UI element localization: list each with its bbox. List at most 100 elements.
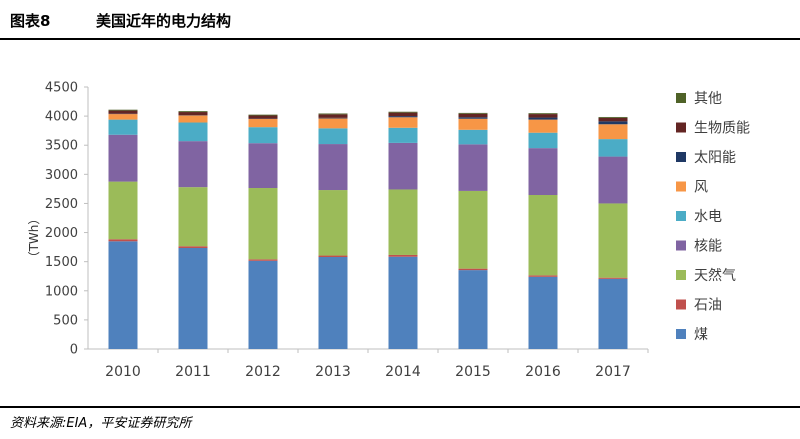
x-tick-label: 2011 — [175, 364, 211, 380]
bar-segment — [248, 188, 278, 260]
legend-swatch — [676, 329, 686, 339]
bar-segment — [318, 114, 348, 118]
bar-segment — [388, 142, 418, 190]
bottom-rule — [0, 406, 800, 408]
bar-segment — [318, 190, 348, 256]
figure-title: 美国近年的电力结构 — [96, 12, 232, 30]
bar-segment — [178, 247, 208, 349]
bar-segment — [528, 132, 558, 149]
bar-segment — [458, 118, 488, 130]
bar-segment — [528, 113, 558, 115]
bar-segment — [528, 148, 558, 196]
legend-swatch — [676, 181, 686, 192]
bar-segment — [458, 144, 488, 191]
bar-segment — [318, 118, 348, 129]
bar-segment — [598, 277, 628, 279]
bar-segment — [388, 112, 418, 117]
bar-segment — [528, 275, 558, 277]
bar-segment — [528, 117, 558, 120]
bar-segment — [178, 112, 208, 116]
bar-segment — [388, 254, 418, 257]
bar-segment — [528, 119, 558, 133]
legend-swatch — [676, 211, 686, 221]
legend-label: 核能 — [694, 239, 722, 255]
bar-segment — [178, 187, 208, 247]
bar-segment — [458, 268, 488, 271]
bar-segment — [458, 112, 488, 114]
bar-segment — [458, 117, 488, 119]
figure-label: 图表8 — [10, 12, 51, 30]
bar-segment — [108, 109, 138, 111]
bar-segment — [248, 259, 278, 261]
bar-segment — [248, 119, 278, 128]
y-tick-label: 3000 — [45, 168, 78, 183]
x-tick-label: 2013 — [315, 364, 351, 380]
bar-segment — [178, 141, 208, 188]
bar-segment — [388, 111, 418, 113]
bar-segment — [388, 127, 418, 143]
bar-segment — [108, 241, 138, 349]
legend-swatch — [676, 270, 686, 280]
bar-segment — [458, 113, 488, 118]
bar-segment — [108, 110, 138, 114]
bar-segment — [178, 111, 208, 113]
bar-segment — [528, 276, 558, 349]
bar-segment — [598, 278, 628, 349]
bar-segment — [598, 117, 628, 122]
bar-segment — [108, 181, 138, 240]
x-tick-label: 2010 — [105, 364, 141, 380]
bar-segment — [318, 144, 348, 191]
bar-segment — [318, 117, 348, 119]
bar-segment — [108, 239, 138, 242]
x-tick-label: 2012 — [245, 364, 281, 380]
bar-segment — [178, 246, 208, 248]
bar-segment — [388, 256, 418, 349]
bar-segment — [528, 195, 558, 276]
bar-segment — [318, 113, 348, 115]
bar-segment — [248, 143, 278, 189]
bars — [108, 109, 628, 349]
bar-segment — [458, 190, 488, 269]
y-tick-label: 1500 — [45, 255, 78, 270]
bar-segment — [178, 115, 208, 123]
x-tick-label: 2017 — [595, 364, 631, 380]
bar-segment — [598, 124, 628, 140]
bar-segment — [458, 270, 488, 349]
y-tick-label: 1000 — [45, 284, 78, 299]
bar-segment — [248, 114, 278, 116]
legend-swatch — [676, 240, 686, 251]
x-tick-label: 2015 — [455, 364, 491, 380]
stacked-bar-chart: 0 500 1000 1500 2000 2500 3000 3500 4000 4500 2010… — [27, 81, 750, 381]
y-tick-label: 4500 — [45, 81, 78, 96]
y-tick-label: 4000 — [45, 110, 78, 125]
bar-segment — [318, 255, 348, 258]
bar-segment — [598, 139, 628, 157]
x-tick-label: 2016 — [525, 364, 561, 380]
bar-segment — [388, 189, 418, 255]
figure-header: 图表8 美国近年的电力结构 — [0, 0, 800, 36]
bar-segment — [248, 115, 278, 119]
source-note: 资料来源:EIA，平安证券研究所 — [10, 416, 192, 431]
legend-swatch — [676, 299, 686, 310]
bar-segment — [598, 156, 628, 204]
legend-label: 煤 — [694, 327, 708, 343]
legend-label: 太阳能 — [694, 150, 736, 166]
legend-label: 水电 — [694, 209, 722, 225]
y-tick-label: 3500 — [45, 139, 78, 154]
y-tick-label: 2000 — [45, 226, 78, 241]
bar-segment — [528, 114, 558, 118]
y-tick-label: 2500 — [45, 197, 78, 212]
bar-segment — [318, 128, 348, 145]
bar-segment — [388, 116, 418, 118]
x-tick-label: 2014 — [385, 364, 421, 380]
bar-segment — [388, 117, 418, 128]
legend-swatch — [676, 152, 686, 162]
legend-swatch — [676, 93, 686, 103]
bar-segment — [108, 134, 138, 182]
y-tick-label: 500 — [53, 313, 78, 328]
top-rule — [0, 38, 800, 40]
y-axis-label: （TWh） — [27, 213, 41, 264]
bar-segment — [598, 203, 628, 278]
bar-segment — [108, 114, 138, 120]
